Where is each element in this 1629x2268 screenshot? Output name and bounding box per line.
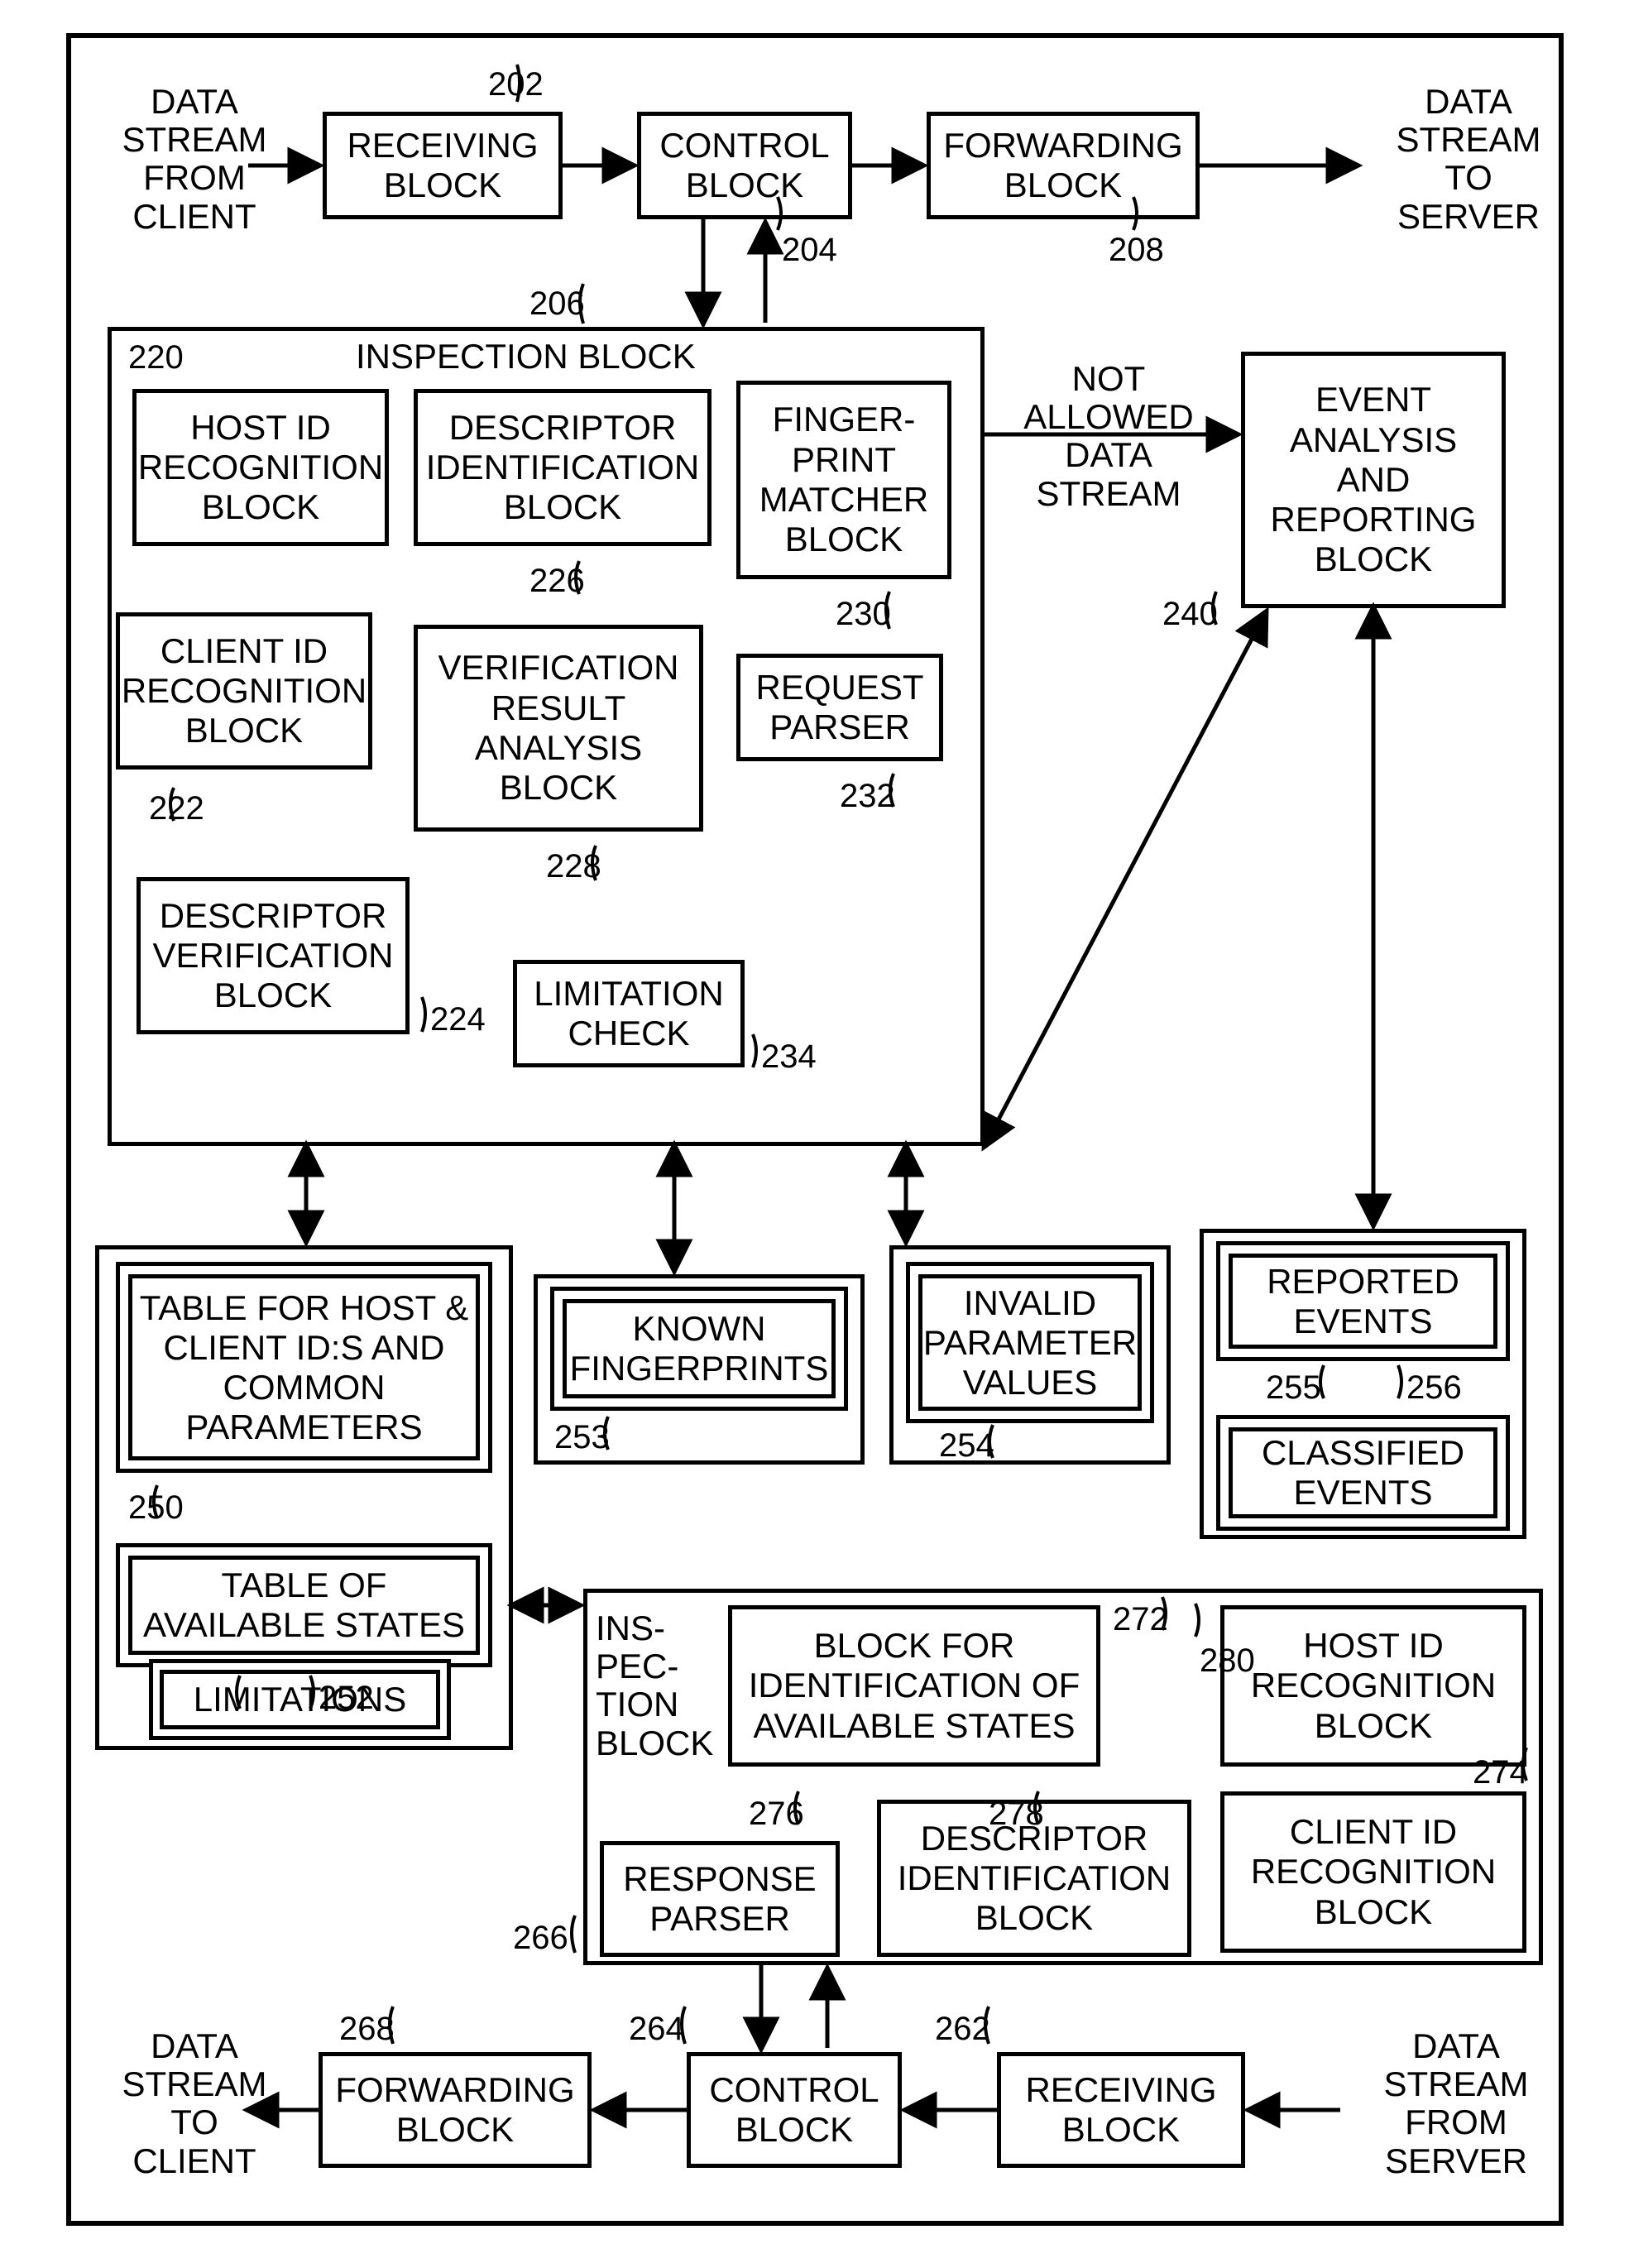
limitations-box: LIMITATIONS (149, 1659, 451, 1740)
ref-220: 220 (128, 339, 184, 376)
control-block-top: CONTROL BLOCK (637, 112, 852, 219)
receiving-block-top: RECEIVING BLOCK (323, 112, 563, 219)
ref-264: 264 (629, 2011, 684, 2048)
label-not-allowed: NOT ALLOWED DATA STREAM (1009, 360, 1208, 513)
ref-252: 252 (319, 1680, 374, 1717)
known-fingerprints: KNOWN FINGERPRINTS (550, 1287, 848, 1411)
ref-276: 276 (749, 1796, 804, 1833)
ref-232: 232 (840, 778, 895, 815)
ref-266: 266 (513, 1920, 568, 1957)
ref-255: 255 (1266, 1369, 1321, 1407)
ref-256: 256 (1406, 1369, 1462, 1407)
host-id-recognition-block-lower: HOST ID RECOGNITION BLOCK (1220, 1605, 1526, 1767)
diagram-canvas: DATA STREAM FROM CLIENT DATA STREAM TO S… (0, 0, 1629, 2268)
ref-222: 222 (149, 790, 204, 827)
control-block-bottom: CONTROL BLOCK (687, 2052, 902, 2168)
ref-208: 208 (1109, 232, 1164, 269)
response-parser-block: RESPONSE PARSER (600, 1841, 840, 1957)
limitation-check-block: LIMITATION CHECK (513, 960, 745, 1067)
client-id-recognition-block-lower: CLIENT ID RECOGNITION BLOCK (1220, 1791, 1526, 1953)
reported-events: REPORTED EVENTS (1216, 1241, 1510, 1361)
fingerprint-matcher-block: FINGER- PRINT MATCHER BLOCK (736, 381, 951, 579)
descriptor-identification-block: DESCRIPTOR IDENTIFICATION BLOCK (414, 389, 711, 546)
descriptor-verification-block: DESCRIPTOR VERIFICATION BLOCK (137, 877, 410, 1034)
ref-202: 202 (488, 66, 544, 103)
verification-result-analysis-block: VERIFICATION RESULT ANALYSIS BLOCK (414, 625, 703, 832)
label-out-server: DATA STREAM TO SERVER (1382, 83, 1555, 236)
ref-234: 234 (761, 1038, 817, 1076)
ref-224: 224 (430, 1001, 486, 1038)
classified-events: CLASSIFIED EVENTS (1216, 1415, 1510, 1531)
label-in-server: DATA STREAM FROM SERVER (1357, 2027, 1555, 2180)
receiving-block-bottom: RECEIVING BLOCK (997, 2052, 1245, 2168)
ref-274: 274 (1473, 1754, 1528, 1791)
inspection-block-lower-title: INS- PEC- TION BLOCK (596, 1609, 728, 1762)
table-host-client-ids: TABLE FOR HOST & CLIENT ID:S AND COMMON … (116, 1262, 492, 1473)
client-id-recognition-block: CLIENT ID RECOGNITION BLOCK (116, 612, 372, 770)
invalid-parameter-values: INVALID PARAMETER VALUES (906, 1262, 1154, 1423)
ref-253: 253 (554, 1419, 610, 1456)
ref-254: 254 (939, 1427, 994, 1465)
label-in-client: DATA STREAM FROM CLIENT (91, 83, 298, 236)
ref-206: 206 (529, 285, 585, 323)
forwarding-block-bottom: FORWARDING BLOCK (319, 2052, 592, 2168)
forwarding-block-top: FORWARDING BLOCK (927, 112, 1200, 219)
host-id-recognition-block: HOST ID RECOGNITION BLOCK (132, 389, 389, 546)
ref-230: 230 (836, 596, 891, 633)
table-available-states: TABLE OF AVAILABLE STATES (116, 1543, 492, 1667)
request-parser-block: REQUEST PARSER (736, 654, 943, 761)
ref-262: 262 (935, 2011, 990, 2048)
block-identification-available-states: BLOCK FOR IDENTIFICATION OF AVAILABLE ST… (728, 1605, 1100, 1767)
ref-228: 228 (546, 848, 601, 885)
ref-226: 226 (529, 563, 585, 600)
event-analysis-reporting-block: EVENT ANALYSIS AND REPORTING BLOCK (1241, 352, 1506, 608)
ref-280: 280 (1200, 1642, 1255, 1680)
ref-250: 250 (128, 1489, 184, 1527)
ref-204: 204 (782, 232, 837, 269)
inspection-block-upper-title: INSPECTION BLOCK (356, 338, 696, 376)
ref-272: 272 (1113, 1601, 1168, 1638)
ref-268: 268 (339, 2011, 395, 2048)
label-out-client: DATA STREAM TO CLIENT (91, 2027, 298, 2180)
ref-240: 240 (1162, 596, 1218, 633)
ref-278: 278 (989, 1796, 1044, 1833)
